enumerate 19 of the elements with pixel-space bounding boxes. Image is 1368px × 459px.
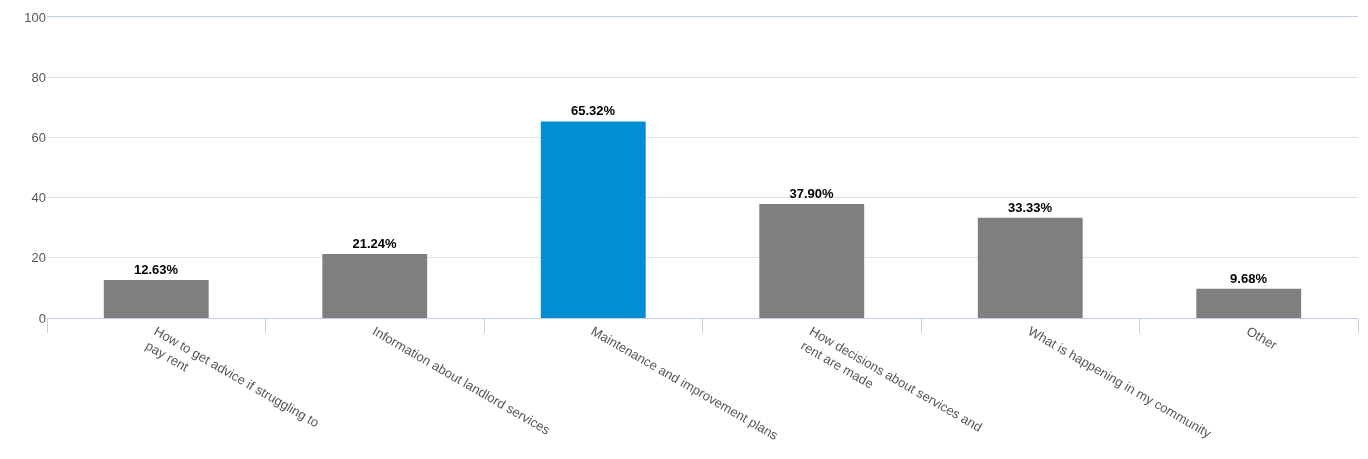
- data-label: 33.33%: [1007, 199, 1053, 215]
- bar: [322, 254, 428, 318]
- y-tick-label: 20: [31, 250, 46, 266]
- bar: [977, 217, 1083, 318]
- bar: [103, 279, 209, 318]
- y-tick-label: 80: [31, 69, 46, 85]
- bar: [540, 121, 646, 318]
- bar: [1196, 288, 1302, 318]
- y-tick-label: 40: [31, 190, 46, 206]
- data-label: 65.32%: [570, 103, 616, 119]
- bar: [759, 203, 865, 318]
- y-tick-label: 100: [24, 9, 46, 25]
- y-tick-label: 0: [38, 310, 46, 326]
- y-tick-label: 60: [31, 129, 46, 145]
- data-label: 21.24%: [352, 236, 398, 252]
- data-label: 9.68%: [1230, 270, 1268, 286]
- data-label: 12.63%: [133, 261, 179, 277]
- data-label: 37.90%: [789, 185, 835, 201]
- x-tick-label: Other: [1244, 323, 1281, 353]
